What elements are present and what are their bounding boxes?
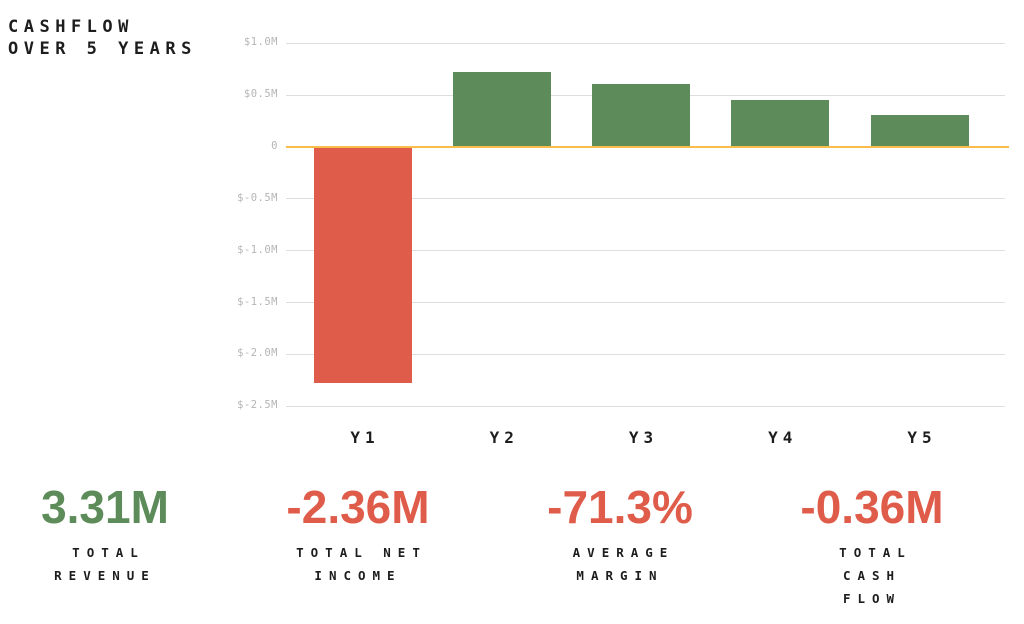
gridline [286, 302, 1005, 304]
y-tick-label: $-1.5M [237, 295, 278, 308]
bar-y3[interactable] [592, 84, 690, 147]
bar-y5[interactable] [870, 115, 969, 147]
stat-value: -0.36M [800, 481, 944, 533]
stat-value: 3.31M [41, 481, 169, 533]
gridline [286, 198, 1005, 200]
x-tick-label-y2: Y2 [489, 428, 519, 447]
gridline [286, 42, 1005, 44]
stat-label: TOTAL REVENUE [54, 545, 156, 583]
x-tick-label-y3: Y3 [628, 428, 659, 447]
gridline [286, 353, 1005, 355]
y-tick-label: $0.5M [243, 88, 278, 101]
stat-total-net-income: -2.36M TOTAL NET INCOME [286, 482, 429, 587]
y-tick-label: $-1.0M [237, 243, 278, 256]
stat-value: -2.36M [286, 481, 430, 533]
stat-total-revenue: 3.31M TOTAL REVENUE [41, 482, 169, 587]
y-tick-label: $1.0M [243, 36, 278, 49]
stat-label: TOTAL CASH FLOW [839, 545, 912, 606]
x-tick-label-y1: Y1 [350, 428, 380, 447]
y-tick-label: $-2.0M [237, 347, 278, 360]
stat-label: AVERAGE MARGIN [572, 545, 675, 583]
zero-baseline [286, 145, 1009, 148]
y-tick-label: $-2.5M [237, 399, 278, 412]
x-tick-label-y4: Y4 [768, 428, 798, 447]
x-tick-label-y5: Y5 [907, 428, 937, 447]
chart-title: CASHFLOW OVER 5 YEARS [8, 17, 197, 59]
gridline [286, 250, 1005, 252]
stat-value: -71.3% [547, 481, 693, 533]
stat-average-margin: -71.3% AVERAGE MARGIN [547, 482, 693, 587]
bar-y4[interactable] [731, 99, 830, 147]
gridline [286, 405, 1005, 407]
y-tick-label: 0 [271, 140, 278, 152]
stat-label: TOTAL NET INCOME [296, 545, 427, 583]
bar-y1[interactable] [313, 146, 412, 383]
bar-y2[interactable] [452, 71, 551, 147]
stat-total-cash-flow: -0.36M TOTAL CASH FLOW [796, 482, 948, 610]
kpi-row: 3.31M TOTAL REVENUE -2.36M TOTAL NET INC… [0, 482, 1024, 612]
y-tick-label: $-0.5M [237, 191, 278, 204]
